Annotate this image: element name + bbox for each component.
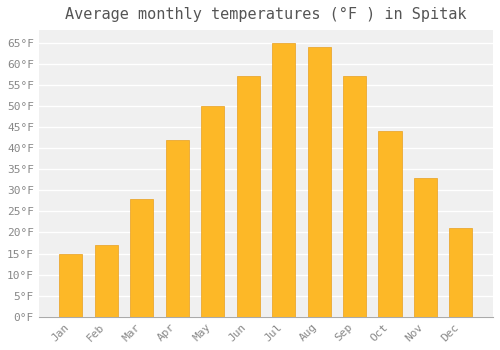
Bar bbox=[343, 76, 366, 317]
Bar bbox=[166, 140, 189, 317]
Bar bbox=[378, 131, 402, 317]
Bar bbox=[130, 199, 154, 317]
Bar bbox=[450, 228, 472, 317]
Title: Average monthly temperatures (°F ) in Spitak: Average monthly temperatures (°F ) in Sp… bbox=[65, 7, 466, 22]
Bar bbox=[414, 178, 437, 317]
Bar bbox=[60, 253, 82, 317]
Bar bbox=[308, 47, 330, 317]
Bar bbox=[236, 76, 260, 317]
Bar bbox=[95, 245, 118, 317]
Bar bbox=[201, 106, 224, 317]
Bar bbox=[272, 43, 295, 317]
